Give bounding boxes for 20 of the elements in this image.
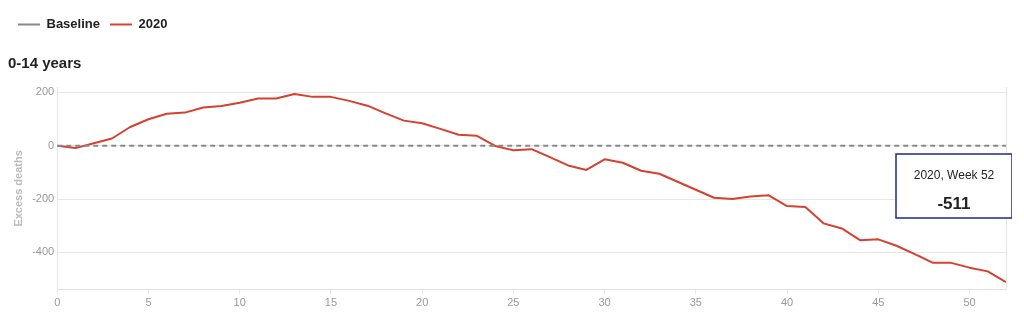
y-tick-label: -400 bbox=[32, 245, 55, 258]
y-tick-label: 200 bbox=[35, 85, 55, 98]
y-tick-label: -200 bbox=[32, 192, 55, 205]
annotation: 2020, Week 52 bbox=[913, 168, 995, 183]
annotation: -511 bbox=[937, 193, 971, 213]
x-tick-label: 45 bbox=[872, 296, 885, 309]
chart-title: 0-14 years bbox=[8, 54, 82, 72]
legend-label: Baseline bbox=[46, 16, 100, 32]
x-tick-label: 5 bbox=[145, 296, 152, 309]
x-tick-label: 50 bbox=[963, 296, 976, 309]
x-tick-label: 25 bbox=[507, 296, 520, 309]
x-tick-label: 20 bbox=[416, 296, 429, 309]
x-tick-label: 40 bbox=[780, 296, 794, 309]
y-axis-title: Excess deaths bbox=[11, 150, 24, 227]
x-tick-label: 35 bbox=[689, 296, 702, 309]
legend-label: 2020 bbox=[138, 16, 168, 32]
y-tick-label: 0 bbox=[48, 138, 55, 151]
x-tick-label: 15 bbox=[324, 296, 338, 309]
x-tick-label: 30 bbox=[598, 296, 611, 309]
x-tick-label: 10 bbox=[233, 296, 246, 309]
